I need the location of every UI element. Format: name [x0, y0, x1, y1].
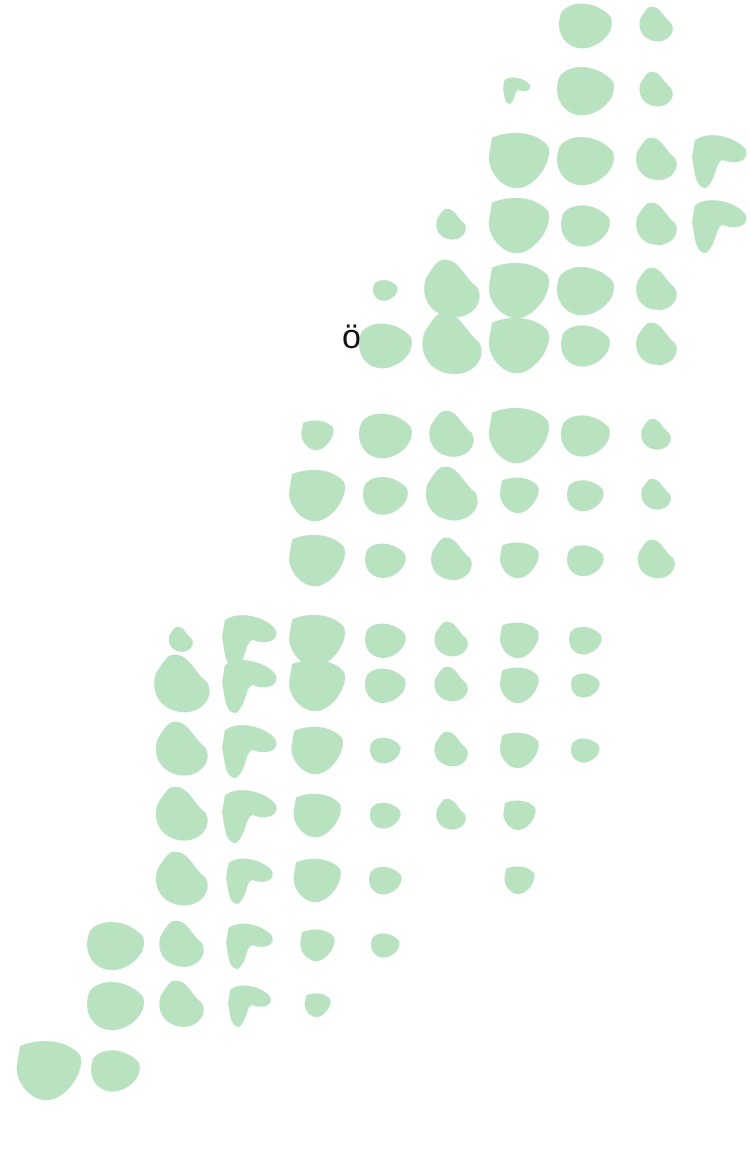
blob: [500, 478, 539, 514]
blob: [641, 419, 671, 450]
blob: [640, 7, 673, 42]
blob: [294, 859, 341, 903]
blob: [636, 323, 677, 365]
blob: [371, 934, 399, 958]
blob: [156, 722, 208, 776]
blob: [156, 787, 208, 841]
blob: [222, 615, 276, 668]
blob: [489, 318, 549, 373]
blob: [17, 1041, 82, 1100]
blob: [500, 623, 539, 659]
blob: [305, 993, 331, 1017]
blob: [154, 655, 209, 713]
blob: [289, 660, 345, 711]
blob: [291, 727, 343, 774]
blob: [359, 324, 412, 369]
blob: [557, 137, 614, 185]
blob: [638, 540, 675, 578]
blob: [222, 790, 276, 843]
blob: [370, 738, 401, 764]
blob: [300, 930, 334, 962]
blob: [640, 72, 673, 107]
blob: [424, 260, 479, 318]
blob: [228, 985, 271, 1027]
blob: [435, 732, 468, 767]
blob: [289, 535, 345, 586]
blob: [289, 615, 345, 666]
blob: [370, 803, 401, 829]
blob: [426, 467, 478, 521]
blob: [373, 280, 397, 301]
blob: [500, 543, 539, 579]
blob: [435, 667, 468, 702]
blob: [500, 668, 539, 704]
blob: [422, 313, 481, 375]
blob: [159, 921, 203, 967]
blob: [436, 209, 466, 240]
blob: [359, 414, 412, 459]
blob: [561, 325, 610, 366]
blob: [503, 78, 530, 104]
blob: [636, 268, 677, 310]
blob: [559, 4, 612, 49]
blob-pattern: [0, 0, 750, 1151]
blob: [435, 622, 468, 657]
blob: [222, 660, 276, 713]
blob: [489, 198, 549, 253]
blob: [571, 674, 599, 698]
page: ös (() => { const data = JSON.parse(docu…: [0, 0, 750, 1151]
blob: [226, 924, 273, 969]
blob: [369, 867, 402, 895]
blob: [636, 138, 677, 180]
blob: [561, 205, 610, 246]
blob: [503, 800, 535, 830]
blob: [156, 852, 208, 906]
blob: [504, 866, 534, 894]
blob: [500, 733, 539, 769]
blob: [489, 133, 549, 188]
blob: [226, 859, 273, 904]
blob: [436, 799, 466, 830]
blob: [365, 624, 406, 658]
blob: [636, 203, 677, 245]
blob: [571, 739, 599, 763]
blob: [289, 470, 345, 521]
blob: [489, 408, 549, 463]
blob: [692, 200, 746, 253]
blob: [569, 627, 602, 655]
blob: [561, 415, 610, 456]
blob: [222, 725, 276, 778]
blob: [692, 135, 746, 188]
blob: [567, 480, 604, 511]
blob: [87, 922, 144, 970]
blob: [159, 981, 203, 1027]
blob: [301, 420, 333, 450]
blob: [641, 479, 671, 510]
blob: [567, 545, 604, 576]
blob: [169, 627, 193, 652]
blob: [365, 544, 406, 578]
blob: [557, 67, 614, 115]
blob: [429, 411, 473, 457]
blob: [363, 477, 408, 515]
blob: [365, 669, 406, 703]
blob: [489, 263, 549, 318]
blob: [431, 538, 472, 580]
blob: [294, 794, 341, 838]
blob: [87, 982, 144, 1030]
blob: [557, 267, 614, 315]
blob: [91, 1050, 140, 1091]
